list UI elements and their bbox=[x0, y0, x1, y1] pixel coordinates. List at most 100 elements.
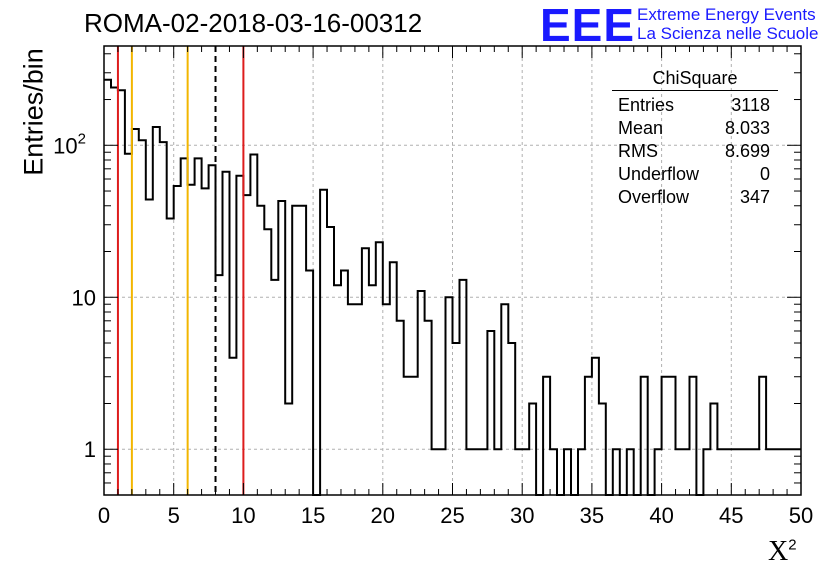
stats-row-overflow: Overflow 347 bbox=[612, 186, 778, 209]
histogram-bin bbox=[299, 206, 306, 495]
histogram-bin bbox=[752, 449, 759, 495]
x-tick-label: 5 bbox=[168, 503, 180, 528]
histogram-bin bbox=[508, 343, 515, 495]
histogram-bin bbox=[160, 142, 167, 495]
histogram-bin bbox=[439, 449, 446, 495]
histogram-bin bbox=[480, 449, 487, 495]
histogram-bin bbox=[376, 242, 383, 495]
stats-value: 347 bbox=[739, 187, 770, 207]
histogram-bin bbox=[745, 449, 752, 495]
histogram-bin bbox=[306, 271, 313, 496]
x-axis-label-exponent: 2 bbox=[788, 536, 797, 554]
histogram-outline bbox=[104, 78, 801, 496]
histogram-bin bbox=[195, 158, 202, 495]
x-tick-label: 15 bbox=[301, 503, 325, 528]
histogram-bin bbox=[773, 449, 780, 495]
histogram-bin bbox=[432, 449, 439, 495]
histogram-bin bbox=[731, 449, 738, 495]
logo-tagline-1: Extreme Energy Events bbox=[637, 5, 816, 24]
histogram-bin bbox=[446, 297, 453, 495]
histogram-bin bbox=[787, 449, 794, 495]
histogram-bin bbox=[271, 280, 278, 495]
stats-label: Entries bbox=[618, 95, 675, 115]
histogram-bin bbox=[216, 275, 223, 495]
histogram-bin bbox=[641, 377, 648, 495]
histogram-bin bbox=[111, 87, 118, 495]
eee-logo: EEE bbox=[540, 0, 636, 51]
histogram-bin bbox=[494, 449, 501, 495]
histogram-bin bbox=[104, 80, 111, 495]
stats-label: Underflow bbox=[618, 164, 700, 184]
histogram-bin bbox=[125, 154, 132, 495]
histogram-bin bbox=[613, 449, 620, 495]
histogram-bin bbox=[669, 377, 676, 495]
stats-row-underflow: Underflow 0 bbox=[612, 163, 778, 186]
histogram-bin bbox=[167, 218, 174, 495]
x-axis-label: X2 bbox=[768, 536, 797, 568]
histogram-bin bbox=[578, 449, 585, 495]
histogram-bin bbox=[738, 449, 745, 495]
histogram-bin bbox=[132, 129, 139, 495]
histogram-bin bbox=[425, 321, 432, 495]
histogram-bin bbox=[257, 206, 264, 495]
histogram-bin bbox=[174, 186, 181, 495]
run-title: ROMA-02-2018-03-16-00312 bbox=[84, 8, 423, 38]
histogram-bin bbox=[459, 280, 466, 495]
histogram-bin bbox=[676, 449, 683, 495]
stats-value: 0 bbox=[759, 164, 770, 184]
histogram-bin bbox=[473, 449, 480, 495]
histogram-bin bbox=[397, 321, 404, 495]
stats-row-entries: Entries 3118 bbox=[612, 94, 778, 117]
histogram-bin bbox=[724, 449, 731, 495]
histogram-bin bbox=[292, 206, 299, 495]
logo-tagline-2: La Scienza nelle Scuole bbox=[637, 24, 819, 43]
stats-value: 8.699 bbox=[724, 141, 770, 161]
stats-row-mean: Mean 8.033 bbox=[612, 117, 778, 140]
histogram-bin bbox=[522, 449, 529, 495]
x-tick-label: 10 bbox=[231, 503, 255, 528]
stats-label: Mean bbox=[618, 118, 664, 138]
histogram-bin bbox=[118, 90, 125, 495]
histogram-bin bbox=[327, 227, 334, 495]
x-tick-label: 20 bbox=[371, 503, 395, 528]
x-tick-label: 50 bbox=[789, 503, 813, 528]
histogram-bin bbox=[188, 185, 195, 495]
histogram-bin bbox=[466, 449, 473, 495]
histogram-bin bbox=[662, 377, 669, 495]
y-tick-label: 10 bbox=[72, 285, 96, 310]
stats-value: 3118 bbox=[731, 95, 770, 115]
histogram-bin bbox=[153, 127, 160, 495]
histogram-bin bbox=[348, 304, 355, 495]
x-tick-label: 25 bbox=[440, 503, 464, 528]
y-tick-label: 102 bbox=[53, 130, 86, 158]
histogram-bin bbox=[543, 377, 550, 495]
stats-box: ChiSquare Entries 3118 Mean 8.033 RMS 8.699… bbox=[612, 68, 778, 209]
stats-row-rms: RMS 8.699 bbox=[612, 140, 778, 163]
stats-label: RMS bbox=[618, 141, 658, 161]
histogram-bin bbox=[243, 195, 250, 495]
histogram-bin bbox=[250, 154, 257, 495]
histogram-bin bbox=[780, 449, 787, 495]
histogram-bin bbox=[683, 449, 690, 495]
histogram-bin bbox=[592, 358, 599, 495]
histogram-bin bbox=[453, 343, 460, 495]
histogram-bin bbox=[369, 285, 376, 495]
histogram-bin bbox=[362, 248, 369, 495]
histogram-bin bbox=[515, 449, 522, 495]
y-tick-label: 1 bbox=[84, 437, 96, 462]
x-tick-label: 40 bbox=[649, 503, 673, 528]
histogram-bin bbox=[222, 172, 229, 495]
histogram-bin bbox=[655, 449, 662, 495]
stats-label: Overflow bbox=[618, 187, 690, 207]
histogram-bin bbox=[334, 285, 341, 495]
histogram-bin bbox=[383, 304, 390, 495]
y-axis-label: Entries/bin bbox=[18, 48, 49, 176]
stats-title: ChiSquare bbox=[612, 68, 778, 91]
x-tick-label: 30 bbox=[510, 503, 534, 528]
histogram-bin bbox=[181, 158, 188, 495]
histogram-bin bbox=[585, 377, 592, 495]
histogram-bin bbox=[501, 304, 508, 495]
x-axis-label-base: X bbox=[768, 536, 789, 567]
histogram-bin bbox=[236, 176, 243, 495]
